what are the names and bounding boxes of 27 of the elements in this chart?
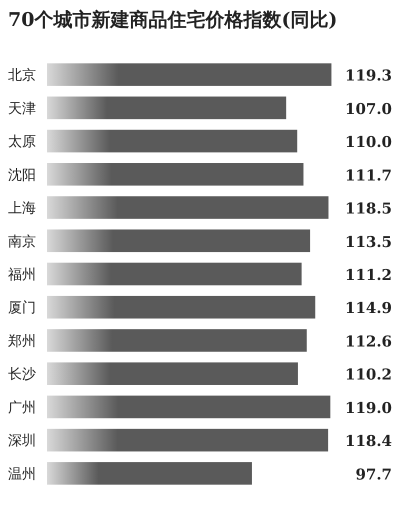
y-tick-label: 南京 [8,234,36,250]
y-tick-label: 郑州 [8,333,36,350]
data-label: 119.0 [345,398,392,417]
y-tick-label: 温州 [8,466,36,482]
data-label: 97.7 [355,465,392,484]
data-label: 119.3 [345,66,392,85]
y-tick-label: 福州 [8,267,36,283]
y-tick-label: 天津 [8,100,36,117]
chart-title: 70个城市新建商品住宅价格指数(同比) [8,9,338,31]
data-label: 112.6 [345,332,392,350]
y-tick-label: 厦门 [8,300,36,316]
data-label: 118.4 [345,432,392,450]
y-tick-label: 太原 [8,134,36,150]
y-tick-label: 长沙 [8,366,36,383]
data-label: 111.2 [345,266,392,284]
y-tick-label: 北京 [8,68,36,84]
data-label: 118.5 [345,200,392,218]
data-label: 107.0 [345,100,392,118]
y-tick-label: 深圳 [8,433,36,450]
data-label: 113.5 [345,232,392,251]
y-tick-label: 沈阳 [8,167,36,184]
data-label: 111.7 [345,166,392,184]
y-tick-label: 上海 [8,200,36,217]
data-label: 110.0 [345,133,392,152]
data-label: 114.9 [345,299,392,318]
data-label: 110.2 [345,366,392,384]
y-tick-label: 广州 [8,400,36,416]
